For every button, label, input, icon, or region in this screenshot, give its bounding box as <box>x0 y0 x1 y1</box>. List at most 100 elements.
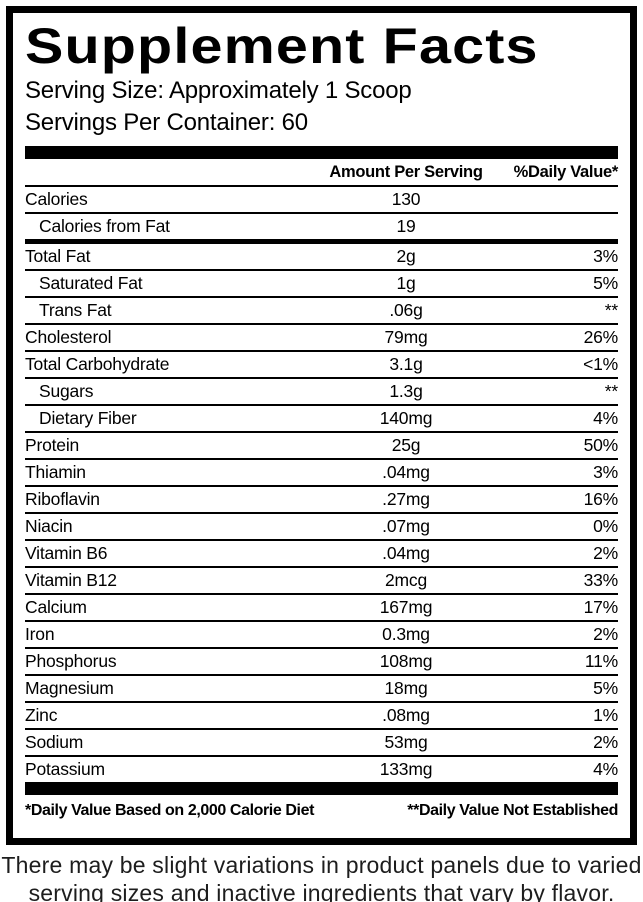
nutrient-name: Calories from Fat <box>39 216 170 236</box>
nutrient-amount: .27mg <box>382 489 430 509</box>
nutrient-row: Trans Fat .06g ** <box>25 298 618 325</box>
nutrient-daily-value: 5% <box>593 273 618 293</box>
nutrient-row: Cholesterol 79mg 26% <box>25 325 618 352</box>
nutrient-name: Phosphorus <box>25 651 117 671</box>
panel-title: Supplement Facts <box>25 18 539 74</box>
nutrient-amount: 167mg <box>379 597 433 617</box>
table-header-row: Amount Per Serving %Daily Value* <box>25 159 618 187</box>
nutrient-amount: 25g <box>391 435 421 455</box>
nutrient-daily-value: 33% <box>583 570 619 590</box>
nutrient-row: Potassium 133mg 4% <box>25 757 618 782</box>
footnotes-row: *Daily Value Based on 2,000 Calorie Diet… <box>25 795 618 820</box>
nutrient-daily-value: 2% <box>593 543 618 563</box>
nutrient-name: Magnesium <box>25 678 114 698</box>
nutrient-daily-value: 26% <box>583 327 619 347</box>
nutrient-amount: 1.3g <box>389 381 423 401</box>
nutrient-daily-value: 2% <box>593 732 618 752</box>
nutrient-row: Iron 0.3mg 2% <box>25 622 618 649</box>
nutrient-row: Vitamin B12 2mcg 33% <box>25 568 618 595</box>
nutrient-daily-value: 4% <box>593 408 618 428</box>
nutrient-name: Vitamin B12 <box>25 570 117 590</box>
nutrient-amount: 18mg <box>384 678 428 698</box>
nutrient-name: Vitamin B6 <box>25 543 108 563</box>
nutrient-name: Calories <box>25 189 88 209</box>
nutrient-amount: .04mg <box>382 462 430 482</box>
nutrient-row: Sugars 1.3g ** <box>25 379 618 406</box>
nutrient-row: Riboflavin .27mg 16% <box>25 487 618 514</box>
nutrient-row: Zinc .08mg 1% <box>25 703 618 730</box>
nutrient-row: Calories 130 <box>25 187 618 214</box>
nutrient-name: Niacin <box>25 516 73 536</box>
nutrient-row: Total Fat 2g 3% <box>25 244 618 271</box>
nutrient-name: Sugars <box>39 381 94 401</box>
nutrient-amount: .06g <box>389 300 423 320</box>
nutrient-daily-value: ** <box>604 300 618 320</box>
nutrient-amount: 79mg <box>384 327 428 347</box>
nutrient-daily-value: 4% <box>593 759 618 779</box>
nutrient-name: Total Fat <box>25 246 91 266</box>
nutrient-name: Potassium <box>25 759 105 779</box>
nutrient-name: Protein <box>25 435 80 455</box>
divider-bar-bottom <box>25 782 618 795</box>
nutrient-name: Trans Fat <box>39 300 112 320</box>
nutrient-amount: 108mg <box>379 651 433 671</box>
nutrient-amount: .04mg <box>382 543 430 563</box>
nutrient-row: Dietary Fiber 140mg 4% <box>25 406 618 433</box>
nutrient-amount: 140mg <box>379 408 433 428</box>
disclaimer-text: There may be slight variations in produc… <box>0 851 643 902</box>
serving-size-text: Serving Size: Approximately 1 Scoop <box>25 77 412 104</box>
nutrient-table: Calories 130 Calories from Fat 19 Total Fat 2… <box>25 187 618 782</box>
supplement-facts-panel: Supplement Facts Serving Size: Approxima… <box>6 6 637 845</box>
nutrient-row: Niacin .07mg 0% <box>25 514 618 541</box>
nutrient-amount: 19 <box>396 216 416 236</box>
nutrient-daily-value: 11% <box>584 651 618 671</box>
servings-per-container-text: Servings Per Container: 60 <box>25 109 308 136</box>
nutrient-daily-value: 3% <box>593 462 618 482</box>
nutrient-name: Dietary Fiber <box>39 408 137 428</box>
nutrient-name: Calcium <box>25 597 87 617</box>
nutrient-amount: 2g <box>396 246 416 266</box>
nutrient-row: Sodium 53mg 2% <box>25 730 618 757</box>
nutrient-row: Vitamin B6 .04mg 2% <box>25 541 618 568</box>
footnote-not-established: **Daily Value Not Established <box>407 802 618 819</box>
nutrient-amount: 53mg <box>384 732 428 752</box>
nutrient-amount: 1g <box>396 273 416 293</box>
disclaimer-line-2: serving sizes and inactive ingredients t… <box>28 880 615 902</box>
nutrient-row: Thiamin .04mg 3% <box>25 460 618 487</box>
nutrient-name: Iron <box>25 624 55 644</box>
nutrient-daily-value: 0% <box>593 516 618 536</box>
nutrient-daily-value: 5% <box>593 678 618 698</box>
nutrient-name: Cholesterol <box>25 327 112 347</box>
nutrient-row: Protein 25g 50% <box>25 433 618 460</box>
nutrient-daily-value: 2% <box>593 624 618 644</box>
nutrient-amount: 2mcg <box>385 570 427 590</box>
nutrient-name: Zinc <box>25 705 58 725</box>
nutrient-amount: 133mg <box>379 759 433 779</box>
nutrient-name: Riboflavin <box>25 489 100 509</box>
nutrient-daily-value: ** <box>604 381 618 401</box>
nutrient-amount: .07mg <box>382 516 430 536</box>
nutrient-row: Phosphorus 108mg 11% <box>25 649 618 676</box>
nutrient-name: Saturated Fat <box>39 273 143 293</box>
nutrient-daily-value: <1% <box>583 354 618 374</box>
nutrient-daily-value: 1% <box>593 705 618 725</box>
nutrient-amount: 0.3mg <box>382 624 430 644</box>
nutrient-row: Calcium 167mg 17% <box>25 595 618 622</box>
nutrient-row: Saturated Fat 1g 5% <box>25 271 618 298</box>
nutrient-amount: 3.1g <box>389 354 423 374</box>
nutrient-amount: .08mg <box>382 705 430 725</box>
nutrient-daily-value: 50% <box>583 435 619 455</box>
nutrient-name: Sodium <box>25 732 84 752</box>
nutrient-name: Total Carbohydrate <box>25 354 170 374</box>
column-header-amount-per-serving: Amount Per Serving <box>329 163 483 181</box>
nutrient-row: Total Carbohydrate 3.1g <1% <box>25 352 618 379</box>
disclaimer-line-1: There may be slight variations in produc… <box>1 852 642 878</box>
nutrient-daily-value: 17% <box>583 597 619 617</box>
nutrient-row: Magnesium 18mg 5% <box>25 676 618 703</box>
nutrient-name: Thiamin <box>25 462 86 482</box>
nutrient-daily-value: 3% <box>593 246 618 266</box>
divider-bar-top <box>25 146 618 159</box>
footnote-daily-value-basis: *Daily Value Based on 2,000 Calorie Diet <box>25 802 315 819</box>
column-header-daily-value: %Daily Value* <box>513 163 619 181</box>
